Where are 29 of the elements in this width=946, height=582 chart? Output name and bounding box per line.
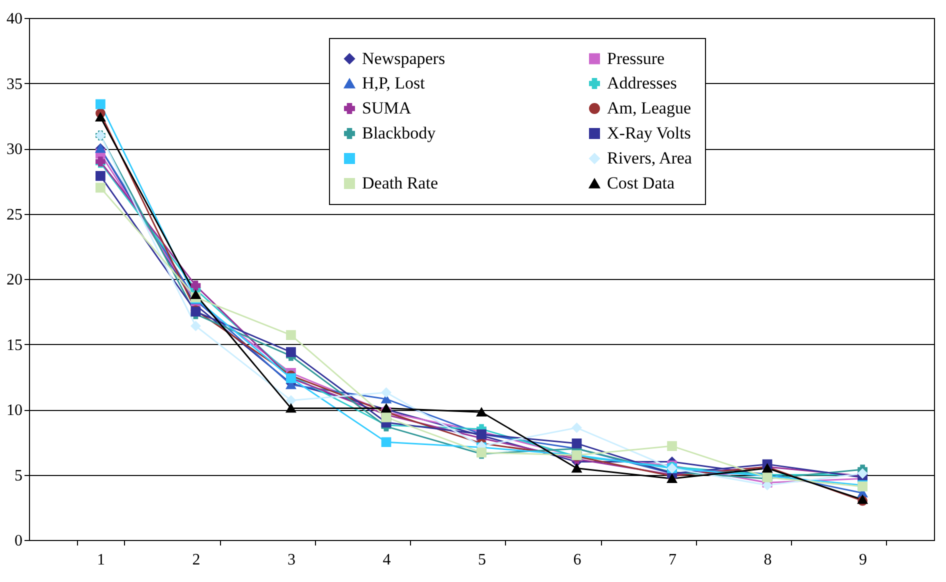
y-tick-label: 30 — [6, 141, 22, 158]
x-tick-label: 4 — [382, 552, 391, 568]
x-tick-label: 8 — [764, 552, 772, 568]
legend-label: Addresses — [607, 74, 677, 92]
legend-label: Blackbody — [362, 124, 436, 142]
x-tick-label: 3 — [287, 552, 296, 568]
legend-label: SUMA — [362, 98, 412, 118]
legend-label: Am, League — [607, 98, 692, 118]
legend-label: X-Ray Volts — [607, 124, 691, 142]
y-tick-label: 5 — [14, 467, 22, 484]
x-tick-label: 9 — [859, 552, 868, 568]
legend-label: Newspapers — [362, 48, 446, 68]
x-tick-label: 1 — [96, 552, 105, 568]
legend-label: Pressure — [607, 48, 665, 68]
x-tick-label: 6 — [573, 552, 582, 568]
legend-label: H,P, Lost — [362, 74, 426, 92]
y-tick-label: 25 — [6, 206, 22, 224]
y-tick-label: 10 — [6, 402, 22, 419]
legend-label: Death Rate — [362, 174, 438, 192]
x-tick-label: 7 — [668, 552, 677, 568]
legend-label: Cost Data — [607, 174, 675, 192]
y-tick-label: 20 — [6, 272, 22, 288]
y-tick-label: 35 — [6, 76, 22, 93]
y-tick-label: 40 — [6, 10, 22, 28]
x-tick-label: 5 — [478, 552, 486, 568]
y-tick-label: 15 — [6, 336, 22, 354]
y-tick-label: 0 — [14, 532, 22, 550]
x-tick-label: 2 — [192, 552, 200, 568]
legend-label: Rivers, Area — [607, 148, 692, 168]
